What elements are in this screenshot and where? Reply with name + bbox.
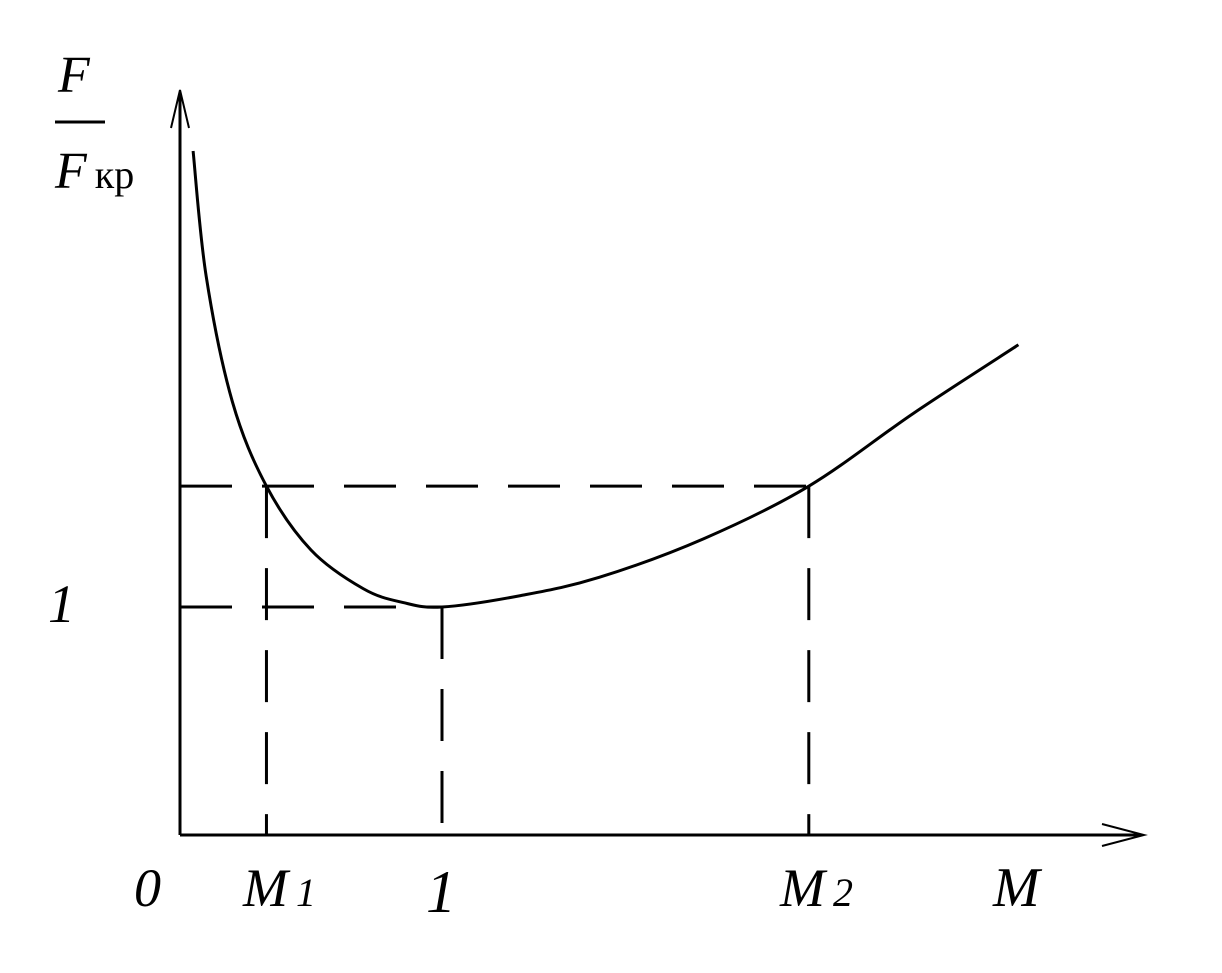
reference-lines	[180, 484, 811, 835]
ylabel-denominator-group: F кр	[54, 143, 134, 200]
x-tick-label-m1: M 1	[242, 858, 316, 918]
m2-sub: 2	[833, 870, 853, 915]
ylabel-numerator: F	[57, 47, 91, 104]
x-axis-label: M	[992, 857, 1043, 919]
ylabel-subscript: кр	[95, 152, 134, 197]
origin-label: 0	[134, 858, 161, 918]
y-tick-label-one: 1	[48, 574, 75, 634]
m1-sub: 1	[296, 870, 316, 915]
x-tick-label-one: 1	[426, 859, 456, 925]
ylabel-denominator: F	[54, 143, 88, 200]
x-tick-label-m2: M 2	[779, 858, 853, 918]
m2-main: M	[779, 858, 828, 918]
area-ratio-curve	[191, 150, 1020, 609]
m1-main: M	[242, 858, 291, 918]
y-axis-arrow-icon	[170, 89, 190, 129]
x-axis-arrow-icon	[1101, 823, 1148, 847]
